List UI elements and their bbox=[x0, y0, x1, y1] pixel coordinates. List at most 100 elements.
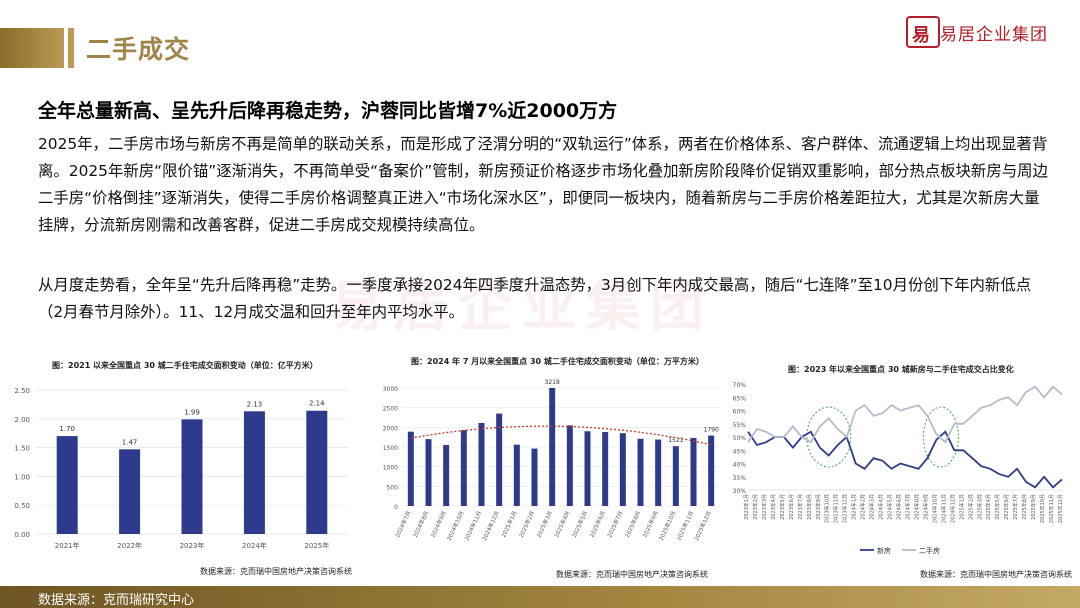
chart3-xtick-label: 2025年9月 bbox=[1030, 494, 1037, 520]
chart1-xtick-label: 2024年 bbox=[242, 541, 267, 550]
chart1-ytick-label: 0.00 bbox=[14, 531, 30, 539]
chart2-bar bbox=[425, 439, 432, 506]
chart3-xtick-label: 2023年11月 bbox=[833, 494, 840, 523]
chart1-xtick-label: 2022年 bbox=[117, 541, 142, 550]
chart3-xtick-label: 2025年2月 bbox=[967, 494, 974, 520]
chart3-xtick-label: 2025年1月 bbox=[958, 494, 965, 520]
chart1-xtick-label: 2023年 bbox=[180, 541, 205, 550]
chart3-ytick-label: 45% bbox=[733, 448, 747, 455]
chart1-value-label: 2.14 bbox=[309, 400, 325, 408]
chart2-xtick-label: 2025年10月 bbox=[657, 509, 678, 541]
chart1-bar bbox=[56, 436, 78, 534]
section-title: 二手成交 bbox=[86, 35, 191, 64]
chart3-ytick-label: 35% bbox=[733, 475, 747, 482]
chart3-source: 数据来源：克而瑞中国房地产决策咨询系统 bbox=[920, 570, 1072, 579]
chart2-bar bbox=[566, 425, 573, 506]
chart3-ytick-label: 60% bbox=[733, 409, 747, 416]
chart2-bar bbox=[443, 445, 450, 506]
chart2-xtick-label: 2024年10月 bbox=[445, 509, 466, 541]
chart1-bar bbox=[243, 411, 265, 534]
brand-name: 易居企业集团 bbox=[940, 25, 1048, 45]
chart2-ytick-label: 1500 bbox=[383, 445, 398, 452]
chart2-xtick-label: 2025年9月 bbox=[641, 509, 660, 538]
chart3-xtick-label: 2025年6月 bbox=[1003, 494, 1010, 520]
chart3-xtick-label: 2025年3月 bbox=[976, 494, 983, 520]
chart3-xtick-label: 2023年10月 bbox=[824, 494, 831, 523]
chart3-ytick-label: 70% bbox=[733, 382, 747, 389]
chart3-xtick-label: 2024年11月 bbox=[940, 494, 947, 523]
chart3-xtick-label: 2025年7月 bbox=[1012, 494, 1019, 520]
chart3-ytick-label: 30% bbox=[733, 488, 747, 495]
chart2-bar bbox=[584, 431, 591, 506]
chart3-xtick-label: 2024年10月 bbox=[931, 494, 938, 523]
chart1-value-label: 1.70 bbox=[59, 425, 75, 433]
chart3-series-line bbox=[747, 385, 1063, 444]
chart3-title: 图：2023 年以来全国重点 30 城新房与二手住宅成交占比变化 bbox=[788, 365, 1014, 374]
footer-source: 数据来源：克而瑞研究中心 bbox=[38, 593, 195, 608]
chart2-bar bbox=[672, 446, 679, 506]
chart3-xtick-label: 2024年12月 bbox=[949, 494, 956, 523]
chart3-highlight-ellipse bbox=[806, 406, 852, 468]
chart2-xtick-label: 2025年8月 bbox=[623, 509, 642, 538]
chart3-legend-label: 新房 bbox=[877, 546, 891, 555]
chart1-bar bbox=[119, 449, 141, 534]
chart3-xtick-label: 2024年3月 bbox=[869, 494, 876, 520]
chart1-value-label: 1.99 bbox=[184, 408, 200, 416]
chart2-value-label: 1790 bbox=[704, 427, 719, 434]
watermark: 易居企业集团 bbox=[330, 275, 714, 338]
chart1-annual-bar-chart: 0.00 0.50 1.00 1.50 2.00 2.50 1.70 2021年 1.47 202… bbox=[14, 387, 348, 550]
chart2-xtick-label: 2025年1月 bbox=[499, 509, 518, 538]
brand-seal: 易 bbox=[912, 25, 930, 46]
chart1-ytick-label: 0.50 bbox=[14, 502, 30, 510]
chart1-ytick-label: 2.00 bbox=[14, 416, 30, 424]
chart2-xtick-label: 2024年8月 bbox=[411, 509, 430, 538]
chart2-bar bbox=[619, 433, 626, 506]
chart1-ytick-label: 1.00 bbox=[14, 473, 30, 481]
chart1-ytick-label: 1.50 bbox=[14, 445, 30, 453]
chart1-bar bbox=[181, 419, 203, 534]
chart2-bar bbox=[708, 435, 715, 506]
chart2-ytick-label: 2500 bbox=[383, 406, 398, 413]
chart2-bar bbox=[460, 430, 467, 506]
chart2-bar bbox=[690, 437, 697, 506]
chart3-xtick-label: 2023年1月 bbox=[743, 494, 750, 520]
chart3-xtick-label: 2023年3月 bbox=[761, 494, 768, 520]
chart2-value-label: 1521 bbox=[668, 437, 683, 444]
footer-bar: 数据来源：克而瑞研究中心 bbox=[0, 586, 1080, 608]
chart3-xtick-label: 2025年11月 bbox=[1048, 494, 1055, 523]
chart3-xtick-label: 2024年2月 bbox=[860, 494, 867, 520]
chart2-bar bbox=[513, 444, 520, 506]
chart2-ytick-label: 3000 bbox=[383, 386, 398, 393]
paragraph-2: 从月度走势看，全年呈“先升后降再稳”走势。一季度承接2024年四季度升温态势，3… bbox=[38, 276, 1032, 321]
chart3-xtick-label: 2025年5月 bbox=[994, 494, 1001, 520]
chart3-xtick-label: 2023年6月 bbox=[788, 494, 795, 520]
headline: 全年总量新高、呈先升后降再稳走势，沪蓉同比皆增7%近2000万方 bbox=[38, 100, 618, 122]
chart1-bar bbox=[306, 410, 328, 534]
chart3-xtick-label: 2023年9月 bbox=[815, 494, 822, 520]
chart3-xtick-label: 2024年1月 bbox=[851, 494, 858, 520]
chart3-series-line bbox=[747, 430, 1063, 489]
chart2-xtick-label: 2025年7月 bbox=[605, 509, 624, 538]
chart1-title: 图：2021 以来全国重点 30 城二手住宅成交面积变动（单位：亿平方米） bbox=[52, 361, 318, 370]
chart3-xtick-label: 2024年9月 bbox=[922, 494, 929, 520]
chart3-ytick-label: 55% bbox=[733, 422, 747, 429]
chart3-xtick-label: 2024年4月 bbox=[878, 494, 885, 520]
chart3-xtick-label: 2024年5月 bbox=[887, 494, 894, 520]
chart3-ytick-label: 50% bbox=[733, 435, 747, 442]
chart3-xtick-label: 2025年4月 bbox=[985, 494, 992, 520]
chart2-xtick-label: 2025年3月 bbox=[535, 509, 554, 538]
chart2-bar bbox=[496, 413, 503, 506]
chart2-ytick-label: 2000 bbox=[383, 425, 398, 432]
chart3-xtick-label: 2025年10月 bbox=[1039, 494, 1046, 523]
chart3-highlight-ellipse bbox=[922, 406, 959, 468]
chart3-xtick-label: 2024年6月 bbox=[896, 494, 903, 520]
chart3-xtick-label: 2023年7月 bbox=[797, 494, 804, 520]
chart3-xtick-label: 2023年2月 bbox=[752, 494, 759, 520]
chart2-xtick-label: 2025年6月 bbox=[588, 509, 607, 538]
chart2-xtick-label: 2024年7月 bbox=[393, 509, 412, 538]
chart2-title: 图：2024 年 7 月以来全国重点 30 城二手住宅成交面积变动（单位：万平方… bbox=[411, 357, 704, 366]
chart3-xtick-label: 2024年7月 bbox=[904, 494, 911, 520]
chart2-ytick-label: 1000 bbox=[383, 465, 398, 472]
chart2-bar bbox=[407, 431, 414, 506]
header-accent-bar bbox=[68, 28, 74, 68]
